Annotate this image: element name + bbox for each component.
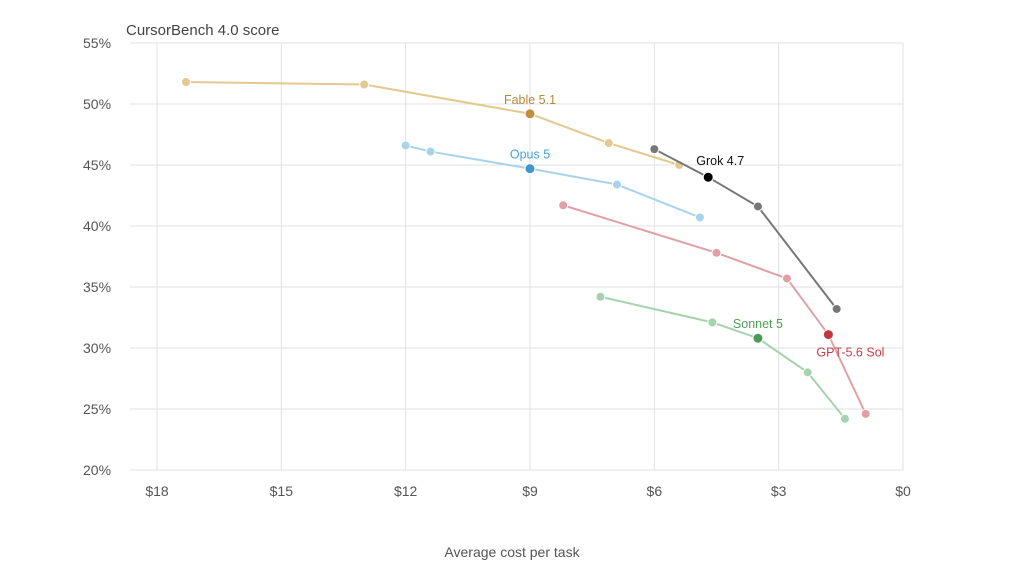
data-point xyxy=(649,144,660,155)
data-point xyxy=(558,200,569,211)
series-group: Fable 5.1 Opus 5 Grok 4.7 GPT-5.6 Sol Sonnet… xyxy=(181,77,884,424)
y-tick-label: 35% xyxy=(83,279,111,295)
data-point-highlight xyxy=(524,108,536,120)
series-label: Opus 5 xyxy=(510,148,550,162)
x-axis-label: Average cost per task xyxy=(444,544,580,560)
series-grok-4-7: Grok 4.7 xyxy=(649,144,842,314)
data-point xyxy=(425,146,436,157)
data-point xyxy=(839,413,850,424)
data-point xyxy=(802,367,813,378)
y-tick-label: 40% xyxy=(83,218,111,234)
data-point-highlight xyxy=(822,329,834,341)
x-tick-label: $9 xyxy=(522,483,538,499)
series-line xyxy=(562,204,867,415)
data-point xyxy=(603,138,614,149)
series-line xyxy=(405,144,701,219)
x-tick-label: $3 xyxy=(771,483,787,499)
series-label: Fable 5.1 xyxy=(504,93,556,107)
data-point xyxy=(707,317,718,328)
data-point-highlight xyxy=(752,332,764,344)
series-sonnet-5: Sonnet 5 xyxy=(595,291,850,424)
series-line xyxy=(653,148,838,310)
x-tick-label: $6 xyxy=(647,483,663,499)
data-point xyxy=(595,291,606,302)
series-gpt-5-6-sol: GPT-5.6 Sol xyxy=(558,200,884,419)
data-point xyxy=(359,79,370,90)
y-tick-label: 50% xyxy=(83,96,111,112)
data-point xyxy=(694,212,705,223)
y-tick-label: 25% xyxy=(83,401,111,417)
x-tick-label: $18 xyxy=(145,483,169,499)
x-tick-label: $15 xyxy=(270,483,294,499)
data-point xyxy=(831,303,842,314)
series-opus-5: Opus 5 xyxy=(400,140,705,223)
data-point xyxy=(752,201,763,212)
series-line xyxy=(600,295,846,420)
grid xyxy=(130,42,904,471)
data-point xyxy=(400,140,411,151)
data-point xyxy=(612,179,623,190)
series-label: Sonnet 5 xyxy=(733,317,783,331)
chart-title: CursorBench 4.0 score xyxy=(126,22,279,39)
data-point xyxy=(711,247,722,258)
data-point xyxy=(781,273,792,284)
data-point xyxy=(860,408,871,419)
y-tick-label: 45% xyxy=(83,157,111,173)
x-tick-label: $0 xyxy=(895,483,911,499)
y-tick-label: 20% xyxy=(83,462,111,478)
data-point xyxy=(181,77,192,88)
data-point-highlight xyxy=(702,171,714,183)
data-point-highlight xyxy=(524,163,536,175)
x-tick-label: $12 xyxy=(394,483,418,499)
series-label: Grok 4.7 xyxy=(696,154,744,168)
series-label: GPT-5.6 Sol xyxy=(816,346,884,360)
y-tick-label: 30% xyxy=(83,340,111,356)
y-tick-label: 55% xyxy=(83,35,111,51)
tick-labels: 55% 50% 45% 40% 35% 30% 25% 20% $18 $15 $12 $9 $6 $3 $… xyxy=(83,35,911,499)
